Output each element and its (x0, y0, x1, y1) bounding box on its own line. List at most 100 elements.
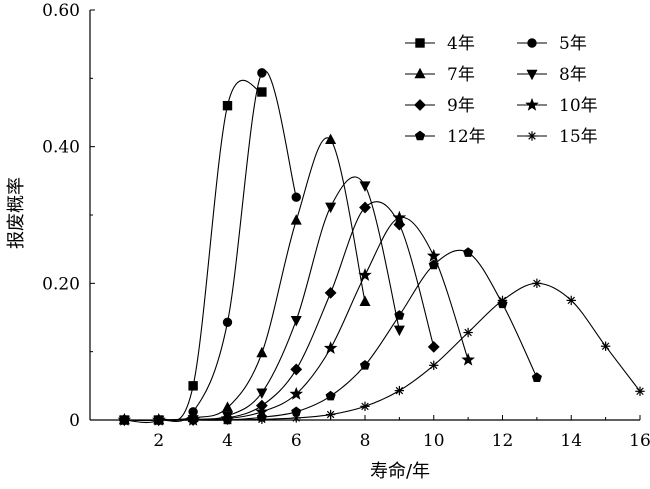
legend-label: 5年 (559, 34, 587, 54)
data-point (394, 310, 405, 320)
data-point (291, 192, 301, 202)
data-point (392, 210, 407, 224)
data-point (428, 259, 439, 270)
data-point (290, 316, 302, 327)
legend-item: 4年 (405, 34, 475, 54)
series-line (124, 79, 263, 424)
legend-label: 9年 (447, 96, 475, 116)
legend-item: 8年 (517, 65, 587, 85)
legend: 4年 5年 7年 8年 9年 10年 12年 15年 (405, 34, 598, 147)
legend-marker (415, 38, 425, 48)
series-line (124, 282, 641, 421)
data-point (324, 286, 337, 299)
data-point (290, 214, 302, 225)
series-5 (118, 201, 440, 426)
data-point (600, 341, 611, 351)
legend-item: 9年 (405, 96, 475, 116)
legend-label: 10年 (559, 96, 598, 116)
legend-marker (527, 38, 537, 48)
y-tick-label: 0.60 (42, 1, 80, 21)
y-tick-label: 0.40 (42, 138, 80, 158)
legend-marker (526, 69, 538, 81)
x-tick-label: 2 (153, 431, 164, 451)
data-point (566, 295, 576, 306)
series-8 (119, 278, 645, 425)
data-point (289, 386, 304, 400)
legend-label: 7年 (447, 65, 475, 85)
data-point (325, 133, 337, 145)
y-axis-title: 报废概率 (6, 177, 27, 249)
data-point (463, 247, 474, 257)
data-point (188, 381, 198, 391)
legend-label: 15年 (559, 127, 598, 147)
series-line (124, 201, 435, 421)
x-tick-label: 8 (360, 431, 371, 451)
data-point (325, 390, 336, 401)
legend-marker (414, 67, 426, 79)
legend-item: 12年 (405, 127, 486, 147)
data-point (222, 415, 233, 425)
x-tick-label: 6 (291, 431, 302, 451)
legend-label: 12年 (447, 127, 486, 147)
data-point (290, 363, 303, 376)
data-point (360, 401, 370, 412)
series-7 (119, 247, 542, 425)
data-point (188, 415, 198, 425)
data-point (359, 295, 371, 306)
axes: 2 4 6 8 10 12 14 16 0 0.20 0.40 0.60 (42, 1, 650, 451)
data-point (221, 401, 234, 412)
legend-item: 15年 (517, 127, 598, 147)
data-point (429, 360, 439, 371)
y-tick-label: 0 (69, 411, 80, 431)
legend-marker (414, 130, 426, 141)
x-tick-label: 16 (629, 431, 650, 451)
x-tick-label: 4 (222, 431, 233, 451)
data-point (291, 413, 301, 423)
series-layer (117, 68, 645, 427)
data-point (359, 201, 371, 214)
data-point (359, 360, 371, 370)
series-3 (118, 133, 371, 425)
data-point (531, 372, 542, 382)
data-point (256, 388, 268, 399)
data-point (222, 100, 233, 111)
data-point (359, 181, 371, 192)
data-point (325, 202, 337, 214)
x-tick-label: 14 (560, 431, 582, 451)
data-point (154, 415, 164, 425)
data-point (393, 218, 406, 231)
legend-item: 10年 (517, 96, 598, 116)
legend-marker (414, 99, 426, 111)
data-point (358, 268, 372, 281)
data-point (325, 409, 336, 420)
legend-item: 7年 (405, 65, 475, 85)
data-point (222, 317, 233, 327)
data-point (256, 346, 268, 358)
series-line (124, 176, 400, 421)
legend-marker (527, 131, 537, 141)
legend-marker (525, 97, 539, 111)
data-point (426, 248, 441, 262)
data-point (497, 295, 508, 306)
x-tick-label: 12 (492, 431, 514, 451)
y-tick-label: 0.20 (42, 274, 80, 294)
data-point (257, 68, 267, 78)
data-point (463, 327, 473, 338)
x-tick-label: 10 (423, 431, 445, 451)
data-point (119, 415, 130, 425)
data-point (257, 414, 267, 425)
x-axis-title: 寿命/年 (370, 461, 430, 482)
legend-label: 4年 (447, 34, 475, 54)
data-point (257, 87, 267, 97)
data-point (393, 325, 405, 337)
data-point (427, 340, 440, 353)
series-1 (119, 79, 267, 425)
data-point (532, 278, 542, 289)
data-point (394, 385, 405, 396)
legend-item: 5年 (517, 34, 587, 54)
series-4 (118, 176, 405, 427)
data-point (323, 341, 338, 355)
data-point (461, 352, 475, 366)
